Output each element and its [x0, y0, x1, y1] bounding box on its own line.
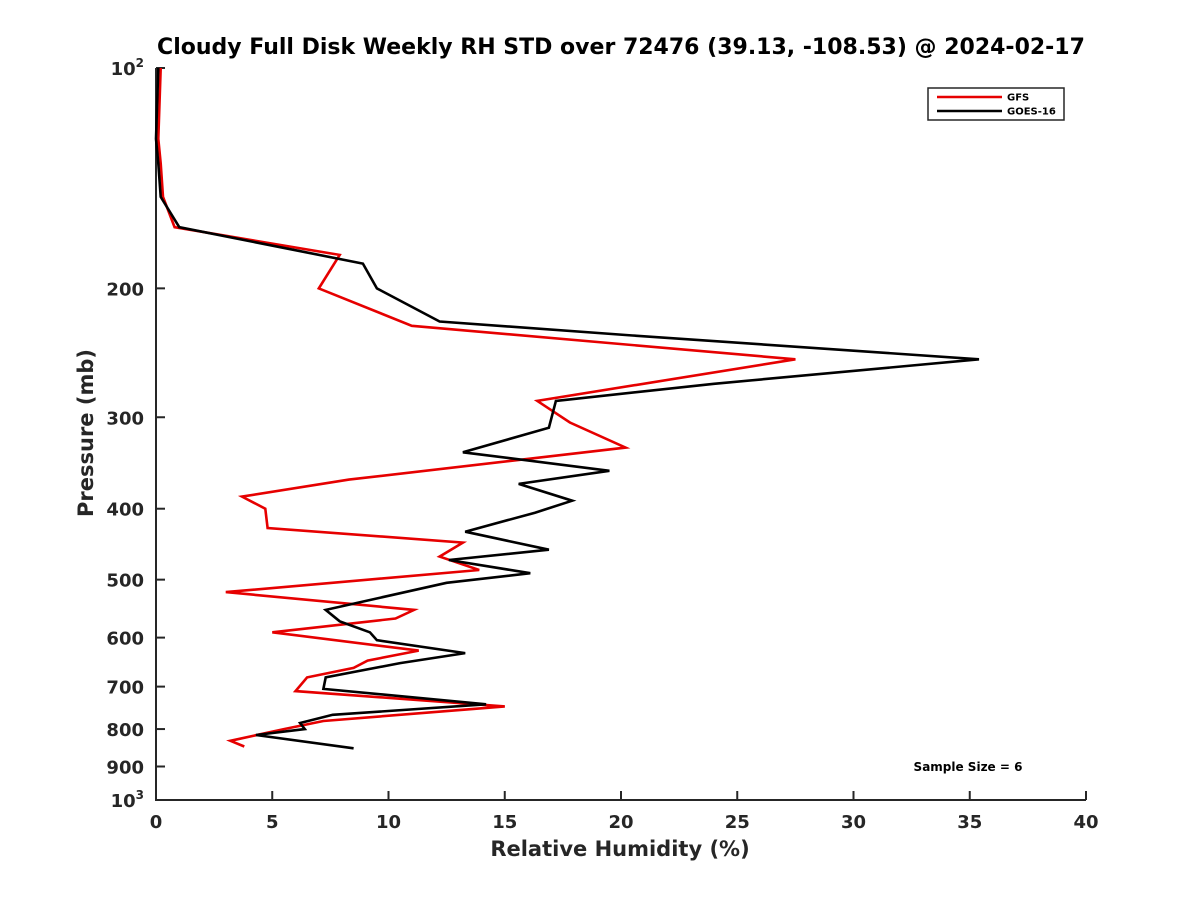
y-tick-label-base: 900 — [106, 758, 144, 779]
y-tick-label-exponent: 2 — [136, 56, 144, 70]
y-tick-label-base: 800 — [106, 720, 144, 741]
x-tick-label: 25 — [725, 812, 750, 833]
y-tick-label: 200 — [106, 279, 144, 300]
y-tick-label-exponent: 3 — [136, 788, 144, 802]
y-tick-label-base: 400 — [106, 500, 144, 521]
legend: GFS GOES-16 — [927, 87, 1065, 121]
y-tick-label: 102 — [111, 56, 144, 80]
series-line-goes-16 — [154, 67, 980, 750]
x-tick-label: 20 — [608, 812, 633, 833]
y-tick-label: 300 — [106, 408, 144, 429]
y-tick-label: 700 — [106, 678, 144, 699]
legend-label-gfs: GFS — [1007, 93, 1029, 104]
x-tick-label: 40 — [1073, 812, 1098, 833]
legend-label-goes-16: GOES-16 — [1007, 107, 1056, 118]
y-tick-label: 800 — [106, 720, 144, 741]
x-tick-label: 5 — [266, 812, 279, 833]
y-tick-label-base: 700 — [106, 678, 144, 699]
y-tick-label-base: 10 — [111, 59, 136, 80]
y-tick-label: 400 — [106, 500, 144, 521]
x-axis-label: Relative Humidity (%) — [490, 837, 749, 861]
y-axis-label: Pressure (mb) — [74, 349, 98, 517]
sample-size-annotation: Sample Size = 6 — [914, 760, 1023, 774]
y-tick-label: 900 — [106, 758, 144, 779]
x-tick-label: 30 — [841, 812, 866, 833]
y-tick-label-base: 200 — [106, 279, 144, 300]
x-tick-label: 0 — [150, 812, 163, 833]
x-tick-label: 35 — [957, 812, 982, 833]
y-tick-label-base: 600 — [106, 629, 144, 650]
x-tick-label: 15 — [492, 812, 517, 833]
series-line-gfs — [156, 67, 796, 748]
y-tick-label-base: 10 — [111, 791, 136, 812]
series-group — [154, 67, 980, 750]
legend-box — [927, 87, 1065, 121]
plot-area: 0 5 10 15 20 25 30 35 40 10220030040050060070080… — [106, 56, 1098, 833]
y-tick-label: 103 — [111, 788, 144, 812]
y-tick-label: 600 — [106, 629, 144, 650]
y-tick-label-base: 300 — [106, 408, 144, 429]
x-axis-ticks: 0 5 10 15 20 25 30 35 40 — [150, 791, 1099, 833]
x-tick-label: 10 — [376, 812, 401, 833]
chart-title: Cloudy Full Disk Weekly RH STD over 7247… — [157, 35, 1085, 60]
y-tick-label-base: 500 — [106, 571, 144, 592]
y-tick-label: 500 — [106, 571, 144, 592]
